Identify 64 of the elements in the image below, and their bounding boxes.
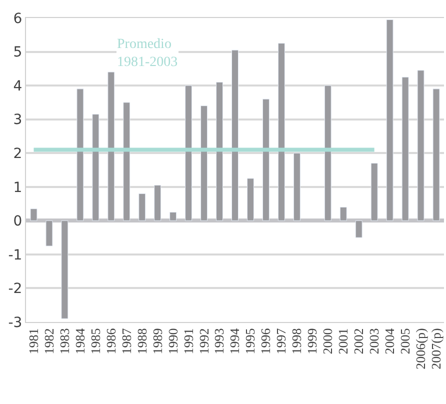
bar (402, 76, 409, 221)
bar (200, 106, 208, 221)
bar (293, 152, 300, 221)
y-tick-label: -3 (8, 314, 22, 331)
x-tick-label: 1989 (150, 328, 165, 354)
x-tick-label: 2005 (398, 328, 413, 354)
annotation: Promedio 1981-2003 (117, 37, 178, 70)
x-tick-label: 1991 (180, 328, 196, 354)
y-tick-label: -1 (8, 247, 22, 264)
bar (108, 72, 115, 221)
y-tick-label: 3 (13, 112, 22, 128)
x-tick-label: 1999 (304, 328, 320, 354)
bar (278, 43, 285, 221)
bar (386, 19, 394, 221)
bar (138, 193, 146, 221)
x-tick-label: 1983 (56, 328, 72, 354)
bar (185, 85, 192, 221)
x-tick-label: 1982 (41, 328, 56, 354)
bar (154, 184, 162, 221)
bar (92, 114, 100, 221)
x-tick-label: 1986 (103, 328, 118, 354)
bar (340, 206, 347, 221)
x-tick-label: 1981 (26, 328, 41, 354)
x-tick-label: 1995 (242, 328, 258, 354)
bar (30, 208, 38, 221)
x-tick-label: 2006(p) (413, 328, 428, 370)
bar (170, 212, 177, 221)
x-tick-label: 1987 (118, 328, 134, 354)
x-tick-label: 1994 (227, 328, 242, 354)
bar (61, 220, 68, 319)
bar (417, 70, 424, 221)
x-tick-label: 1988 (134, 328, 150, 354)
y-tick-label: 0 (13, 214, 22, 230)
x-tick-label: 2003 (366, 328, 382, 354)
x-tick-label: 2001 (336, 328, 351, 354)
y-tick-label: 1 (13, 180, 22, 196)
x-tick-label: 2004 (382, 328, 398, 354)
y-tick-label: 6 (13, 10, 22, 27)
bar (76, 88, 84, 221)
x-tick-label: 1984 (72, 328, 88, 354)
bar (123, 102, 130, 221)
x-tick-label: 1993 (212, 328, 227, 354)
bar (432, 88, 440, 221)
x-tick-label: 1990 (165, 328, 180, 354)
x-tick-label: 2002 (351, 328, 366, 354)
bar (262, 98, 270, 221)
x-tick-label: 1985 (88, 328, 103, 354)
bar (46, 220, 53, 246)
x-tick-label: 2000 (320, 328, 336, 354)
x-tick-label: 1997 (274, 328, 289, 354)
bar (324, 85, 332, 221)
x-tick-label: 1996 (258, 328, 274, 354)
bar (216, 82, 224, 221)
bar (246, 178, 254, 221)
bar (232, 50, 238, 221)
x-tick-label: 1992 (196, 328, 212, 354)
y-tick-label: 4 (13, 78, 22, 94)
y-tick-label: 5 (13, 44, 22, 61)
y-tick-label: 2 (13, 146, 22, 162)
bar (370, 162, 378, 221)
x-tick-label: 2007(p) (428, 328, 444, 370)
y-tick-label: -2 (8, 281, 22, 298)
bar (355, 220, 362, 238)
x-tick-label: 1998 (289, 328, 304, 354)
